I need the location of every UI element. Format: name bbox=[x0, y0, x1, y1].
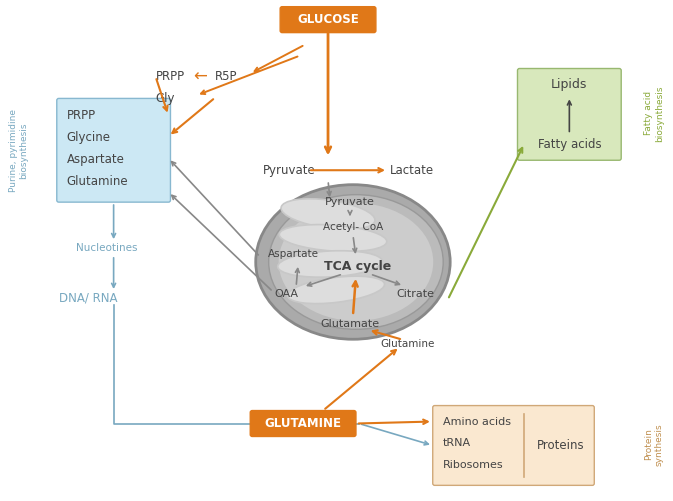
Text: TCA cycle: TCA cycle bbox=[324, 261, 392, 274]
Text: Glutamate: Glutamate bbox=[320, 319, 380, 329]
Text: Lactate: Lactate bbox=[390, 164, 434, 177]
Ellipse shape bbox=[281, 199, 375, 229]
Text: Ribosomes: Ribosomes bbox=[443, 460, 503, 470]
Text: GLUCOSE: GLUCOSE bbox=[297, 13, 359, 26]
FancyBboxPatch shape bbox=[57, 98, 170, 202]
FancyBboxPatch shape bbox=[518, 69, 621, 160]
Ellipse shape bbox=[269, 195, 444, 329]
Text: Acetyl- CoA: Acetyl- CoA bbox=[323, 222, 383, 232]
Ellipse shape bbox=[256, 185, 450, 339]
Ellipse shape bbox=[279, 224, 387, 252]
Text: Amino acids: Amino acids bbox=[443, 416, 511, 426]
Text: Fatty acid
biosynthesis: Fatty acid biosynthesis bbox=[645, 85, 664, 142]
Text: ←: ← bbox=[193, 68, 207, 86]
FancyBboxPatch shape bbox=[433, 406, 594, 485]
Text: Pyruvate: Pyruvate bbox=[325, 197, 375, 207]
Text: Citrate: Citrate bbox=[397, 289, 435, 299]
Text: OAA: OAA bbox=[274, 289, 298, 299]
Text: Gly: Gly bbox=[155, 92, 175, 105]
Text: Nucleotines: Nucleotines bbox=[76, 243, 137, 253]
Text: GLUTAMINE: GLUTAMINE bbox=[264, 417, 342, 430]
Text: Proteins: Proteins bbox=[536, 439, 584, 452]
Ellipse shape bbox=[287, 276, 384, 304]
Text: DNA/ RNA: DNA/ RNA bbox=[59, 292, 117, 305]
FancyBboxPatch shape bbox=[280, 7, 376, 33]
FancyBboxPatch shape bbox=[250, 410, 356, 436]
Text: Purine, pyrimidine
biosynthesis: Purine, pyrimidine biosynthesis bbox=[9, 109, 28, 192]
Text: Glycine: Glycine bbox=[67, 131, 111, 144]
Text: R5P: R5P bbox=[215, 70, 238, 83]
Ellipse shape bbox=[278, 250, 382, 277]
Text: PRPP: PRPP bbox=[155, 70, 184, 83]
Text: Aspartate: Aspartate bbox=[67, 153, 125, 166]
Text: Lipids: Lipids bbox=[551, 78, 588, 91]
Ellipse shape bbox=[279, 203, 433, 321]
Text: Protein
synthesis: Protein synthesis bbox=[645, 423, 664, 466]
Text: PRPP: PRPP bbox=[67, 109, 96, 122]
Text: tRNA: tRNA bbox=[443, 438, 471, 448]
Text: Glutamine: Glutamine bbox=[67, 175, 129, 188]
Text: Fatty acids: Fatty acids bbox=[538, 138, 601, 151]
Text: Glutamine: Glutamine bbox=[381, 339, 435, 349]
Text: Aspartate: Aspartate bbox=[268, 249, 318, 259]
Text: Pyruvate: Pyruvate bbox=[263, 164, 316, 177]
